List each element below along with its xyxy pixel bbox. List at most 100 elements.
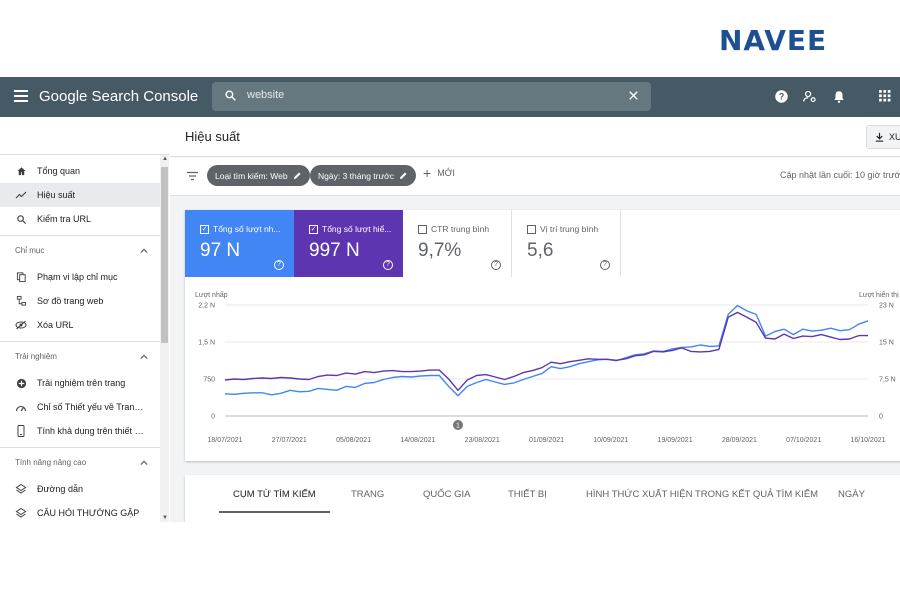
manage-accounts-icon[interactable] <box>802 89 818 104</box>
sidebar-item-label: Tổng quan <box>37 166 81 176</box>
dimension-tabs: CỤM TỪ TÌM KIẾM TRANG QUỐC GIA THIẾT BỊ … <box>185 475 900 522</box>
filter-icon[interactable] <box>186 171 199 181</box>
right-tick-label: 7,5 N <box>879 377 896 384</box>
help-icon[interactable]: ? <box>774 89 789 104</box>
filter-chip-date[interactable]: Ngày: 3 tháng trước <box>310 165 416 186</box>
sidebar-item-faq[interactable]: CÂU HỎI THƯỜNG GẶP <box>0 501 160 522</box>
x-tick-label: 07/10/2021 <box>786 437 821 444</box>
sidebar-item-core-web-vitals[interactable]: Chỉ số Thiết yếu về Trang ... <box>0 395 160 419</box>
help-icon[interactable]: ? <box>383 260 393 270</box>
left-tick-label: 0 <box>211 414 215 421</box>
sidebar-scrollbar[interactable]: ▲ ▼ <box>160 155 169 522</box>
chevron-up-icon[interactable] <box>140 460 148 466</box>
plus-icon: + <box>423 165 432 181</box>
right-axis-label: Lượt hiển thị <box>859 291 899 299</box>
help-icon[interactable]: ? <box>491 260 501 270</box>
sidebar-item-page-experience[interactable]: Trải nghiệm trên trang <box>0 371 160 395</box>
metric-label: Tổng số lượt hiể... <box>322 224 392 234</box>
home-icon <box>15 165 27 177</box>
tab-queries[interactable]: CỤM TỪ TÌM KIẾM <box>233 489 316 500</box>
left-tick-label: 750 <box>203 377 215 384</box>
checkbox-checked-icon[interactable]: ✓ <box>309 224 318 234</box>
section-title: Trải nghiệm <box>15 352 57 361</box>
export-button[interactable]: XU <box>866 125 900 149</box>
speed-gauge-icon <box>15 401 27 413</box>
metric-value: 5,6 <box>527 240 554 261</box>
sidebar-item-coverage[interactable]: Phạm vi lập chỉ mục <box>0 265 160 289</box>
sidebar-item-url-inspection[interactable]: Kiểm tra URL <box>0 207 160 231</box>
x-tick-label: 28/09/2021 <box>722 437 757 444</box>
sidebar-item-label: Đường dẫn <box>37 484 83 494</box>
metric-total-clicks[interactable]: ✓ Tổng số lượt nh... 97 N ? <box>185 210 294 277</box>
menu-icon[interactable] <box>14 90 28 102</box>
sidebar-item-label: Trải nghiệm trên trang <box>37 378 126 388</box>
annotation-marker[interactable] <box>452 420 463 430</box>
scroll-up-icon[interactable]: ▲ <box>162 156 168 162</box>
search-input[interactable]: website <box>212 82 651 111</box>
apps-grid-icon[interactable] <box>878 89 891 102</box>
tab-countries[interactable]: QUỐC GIA <box>423 489 471 500</box>
close-icon[interactable] <box>627 89 640 102</box>
sidebar-item-mobile-usability[interactable]: Tính khả dụng trên thiết bị... <box>0 419 160 443</box>
metric-value: 9,7% <box>418 240 462 261</box>
left-tick-label: 2,2 N <box>198 303 215 310</box>
new-filter-label: MỚI <box>437 168 455 178</box>
x-tick-label: 10/09/2021 <box>593 437 628 444</box>
page-title: Hiệu suất <box>185 129 240 144</box>
tab-dates[interactable]: NGÀY <box>838 489 865 500</box>
sidebar-item-breadcrumbs[interactable]: Đường dẫn <box>0 477 160 501</box>
chip-label: Ngày: 3 tháng trước <box>318 170 394 181</box>
sidebar-item-label: Sơ đồ trang web <box>37 296 104 306</box>
sidebar-section-index[interactable]: Chỉ mục <box>0 235 160 265</box>
checkbox-checked-icon[interactable]: ✓ <box>200 224 209 234</box>
filter-chip-search-type[interactable]: Loại tìm kiếm: Web <box>207 165 310 186</box>
metric-average-position[interactable]: Vị trí trung bình 5,6 ? <box>512 210 621 277</box>
sidebar-item-label: Chỉ số Thiết yếu về Trang ... <box>37 402 147 412</box>
left-tick-label: 1,5 N <box>198 340 215 347</box>
checkbox-unchecked-icon[interactable] <box>527 224 536 234</box>
chevron-up-icon[interactable] <box>140 354 148 360</box>
sidebar-item-label: Hiệu suất <box>37 190 76 200</box>
app-title[interactable]: Google Search Console <box>39 88 199 105</box>
sidebar-item-removals[interactable]: Xóa URL <box>0 313 160 337</box>
chevron-up-icon[interactable] <box>140 248 148 254</box>
sidebar-item-sitemaps[interactable]: Sơ đồ trang web <box>0 289 160 313</box>
x-tick-label: 27/07/2021 <box>272 437 307 444</box>
new-filter-button[interactable]: + MỚI <box>423 165 455 181</box>
x-tick-label: 16/10/2021 <box>850 437 885 444</box>
sidebar-item-label: Kiểm tra URL <box>37 214 92 224</box>
phone-icon <box>15 425 27 437</box>
x-tick-label: 23/08/2021 <box>465 437 500 444</box>
sitemap-icon <box>15 295 27 307</box>
bell-icon[interactable] <box>832 89 846 104</box>
search-icon <box>225 90 236 101</box>
metric-average-ctr[interactable]: CTR trung bình 9,7% ? <box>403 210 512 277</box>
layers-icon <box>15 483 27 495</box>
tab-devices[interactable]: THIẾT BỊ <box>508 489 547 500</box>
scrollbar-thumb[interactable] <box>161 167 168 343</box>
property-selector[interactable] <box>0 117 170 155</box>
checkbox-unchecked-icon[interactable] <box>418 224 427 234</box>
help-icon[interactable]: ? <box>274 260 284 270</box>
series-line-clicks <box>224 304 869 397</box>
x-tick-label: 05/08/2021 <box>336 437 371 444</box>
tab-pages[interactable]: TRANG <box>351 489 385 500</box>
sidebar-item-overview[interactable]: Tổng quan <box>0 159 160 183</box>
series-line-impressions <box>224 311 868 392</box>
sidebar-item-label: Tính khả dụng trên thiết bị... <box>37 426 147 436</box>
right-tick-label: 23 N <box>879 303 894 310</box>
sidebar-item-label: CÂU HỎI THƯỜNG GẶP <box>37 508 140 518</box>
sidebar-item-performance[interactable]: Hiệu suất <box>0 183 160 207</box>
sidebar-section-experience[interactable]: Trải nghiệm <box>0 341 160 371</box>
search-console-app: Google Search Console website ? Tổng qua… <box>0 77 900 522</box>
metric-total-impressions[interactable]: ✓ Tổng số lượt hiể... 997 N ? <box>294 210 403 277</box>
sidebar-section-enhancements[interactable]: Tính năng nâng cao <box>0 447 160 477</box>
help-icon[interactable]: ? <box>600 260 610 270</box>
download-icon <box>875 132 884 142</box>
scroll-down-icon[interactable]: ▼ <box>162 515 168 521</box>
x-tick-label: 14/08/2021 <box>400 437 435 444</box>
metric-value: 997 N <box>309 240 360 261</box>
last-updated-text: Cập nhật lần cuối: 10 giờ trước <box>780 170 900 180</box>
tab-search-appearance[interactable]: HÌNH THỨC XUẤT HIỆN TRONG KẾT QUẢ TÌM KI… <box>586 489 819 500</box>
